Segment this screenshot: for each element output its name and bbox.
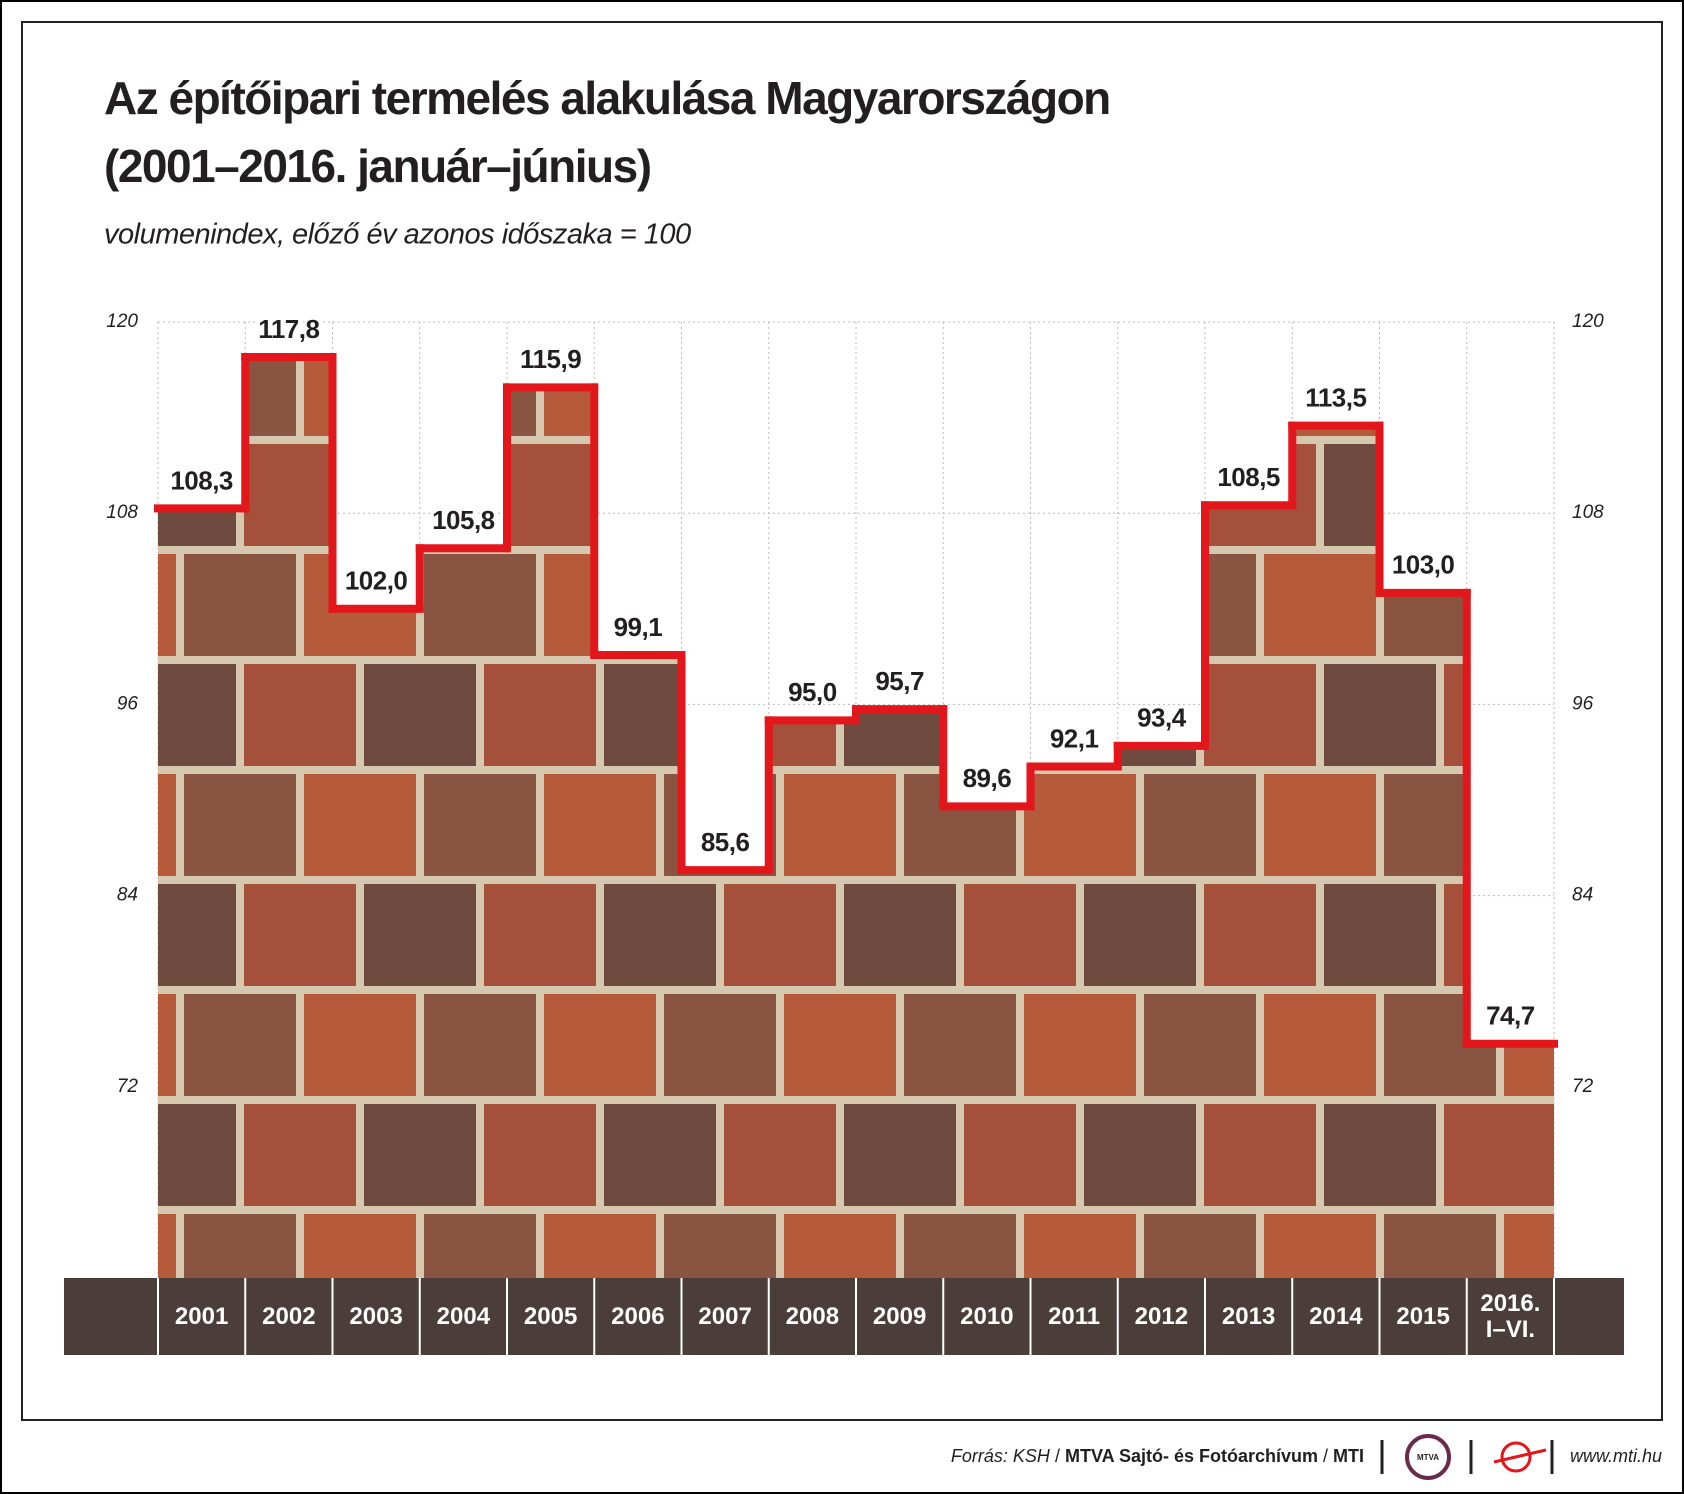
x-tick-label: 2005 [523,1302,578,1330]
y2-tick-label: 120 [1572,311,1604,332]
x-tick-label: 2013 [1221,1302,1276,1330]
source: Forrás: KSH / MTVA Sajtó- és Fotóarchívum /… [951,1446,1364,1466]
x-tick-label: 2004 [436,1302,491,1330]
brick-fill [158,357,1554,1278]
value-label: 117,8 [258,314,319,344]
x-tick-label: 2009 [872,1302,927,1330]
url: www.mti.hu [1570,1446,1662,1466]
value-label: 95,7 [875,666,924,696]
x-tick-label: 2001 [174,1302,229,1330]
logo-text: MTVA [1417,1453,1439,1462]
y-tick-label: 96 [117,693,139,714]
y2-tick-label: 72 [1572,1076,1594,1097]
logo [1493,1448,1547,1464]
chart-title: (2001–2016. január–június) [104,140,651,192]
x-tick-label: 2002 [262,1302,316,1330]
y2-tick-label: 108 [1572,502,1604,523]
logo [1405,1434,1451,1480]
y-tick-label: 72 [117,1076,139,1097]
value-label: 99,1 [614,612,663,642]
x-tick-label: 2007 [698,1302,752,1330]
frame [21,21,1663,1421]
x-tick-label: 2015 [1396,1302,1450,1330]
chart-title: Az építőipari termelés alakulása Magyaro… [104,72,1110,124]
y-tick-label: 84 [117,885,138,906]
source-text: MTVA Sajtó- és Fotóarchívum [1065,1446,1318,1466]
source-text: Forrás: KSH [951,1446,1051,1466]
x-tick-label: 2011 [1048,1302,1101,1330]
value-label: 108,5 [1217,462,1280,492]
value-label: 93,4 [1137,703,1187,733]
value-label: 103,0 [1392,550,1455,580]
y2-tick-label: 96 [1572,693,1594,714]
value-label: 95,0 [788,677,837,707]
x-tick-label: 2012 [1134,1302,1189,1330]
value-label: 105,8 [432,505,495,535]
x-tick-label: 2006 [611,1302,665,1330]
x-tick-label: 2014 [1309,1302,1363,1330]
value-label: 74,7 [1486,1001,1535,1031]
y-tick-label: 108 [106,502,138,523]
y2-tick-label: 84 [1572,885,1593,906]
source-text: MTI [1333,1446,1364,1466]
value-label: 89,6 [963,763,1012,793]
value-label: 113,5 [1305,382,1366,412]
source-sep: / [1055,1446,1060,1466]
y-tick-label: 120 [106,311,138,332]
x-tick-label: 2003 [349,1302,403,1330]
source-sep: / [1323,1446,1328,1466]
value-label: 102,0 [345,566,408,596]
x-tick-label: 2016. I–VI. [1480,1289,1541,1343]
value-label: 108,3 [170,465,233,495]
category-band [64,1278,1624,1355]
x-tick-label: 2010 [960,1302,1014,1330]
value-label: 115,9 [520,344,581,374]
chart-subtitle: volumenindex, előző év azonos időszaka =… [104,219,691,251]
value-label: 85,6 [701,827,750,857]
value-label: 92,1 [1050,723,1099,753]
x-tick-label: 2008 [785,1302,840,1330]
marks: 108,3 117,8 102,0 105,8 115,9 99,1 85,6 95,0 95,… [154,311,1558,1355]
logo [1500,1441,1532,1473]
